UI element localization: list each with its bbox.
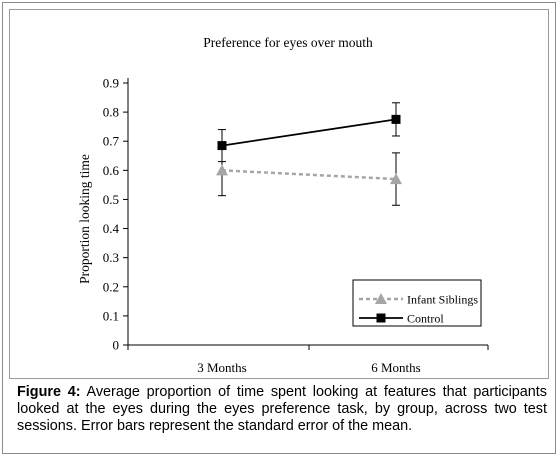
figure-caption: Figure 4: Average proportion of time spe… — [17, 384, 547, 435]
legend-label: Infant Siblings — [407, 293, 478, 307]
y-tick-label: 0.3 — [103, 250, 119, 265]
data-point — [390, 173, 402, 185]
y-tick-label: 0.2 — [103, 279, 119, 294]
x-tick-label: 6 Months — [371, 360, 420, 375]
x-ticks: 3 Months 6 Months — [127, 345, 489, 375]
legend-marker — [376, 313, 386, 323]
caption-text: Average proportion of time spent looking… — [17, 384, 547, 434]
series-line — [221, 169, 397, 181]
y-tick-label: 0.9 — [103, 76, 119, 91]
series-layer — [216, 102, 402, 206]
chart-title: Preference for eyes over mouth — [203, 35, 373, 50]
y-tick-label: 0.1 — [103, 308, 119, 323]
figure: Preference for eyes over mouth Proportio… — [2, 2, 556, 454]
y-ticks: 0 0.1 0.2 0.3 0.4 0.5 0.6 0.7 0.8 0.9 — [103, 76, 128, 353]
legend: Infant Siblings Control — [352, 279, 482, 327]
y-tick-label: 0.5 — [103, 192, 119, 207]
y-tick-label: 0.6 — [103, 163, 120, 178]
chart-panel: Preference for eyes over mouth Proportio… — [9, 9, 549, 379]
caption-label: Figure 4: — [17, 384, 81, 400]
series-line — [221, 118, 397, 147]
y-tick-label: 0 — [113, 338, 120, 353]
y-tick-label: 0.4 — [103, 221, 120, 236]
data-point — [217, 141, 227, 151]
chart-svg: Preference for eyes over mouth Proportio… — [77, 35, 489, 375]
y-tick-label: 0.8 — [103, 105, 119, 120]
data-point — [216, 164, 228, 176]
series-infant-siblings — [216, 144, 402, 206]
data-point — [391, 114, 401, 124]
legend-label: Control — [407, 312, 444, 326]
y-tick-label: 0.7 — [103, 134, 120, 149]
legend-marker — [375, 293, 387, 304]
y-axis-label: Proportion looking time — [77, 154, 92, 284]
x-tick-label: 3 Months — [197, 360, 246, 375]
series-control — [217, 102, 401, 163]
